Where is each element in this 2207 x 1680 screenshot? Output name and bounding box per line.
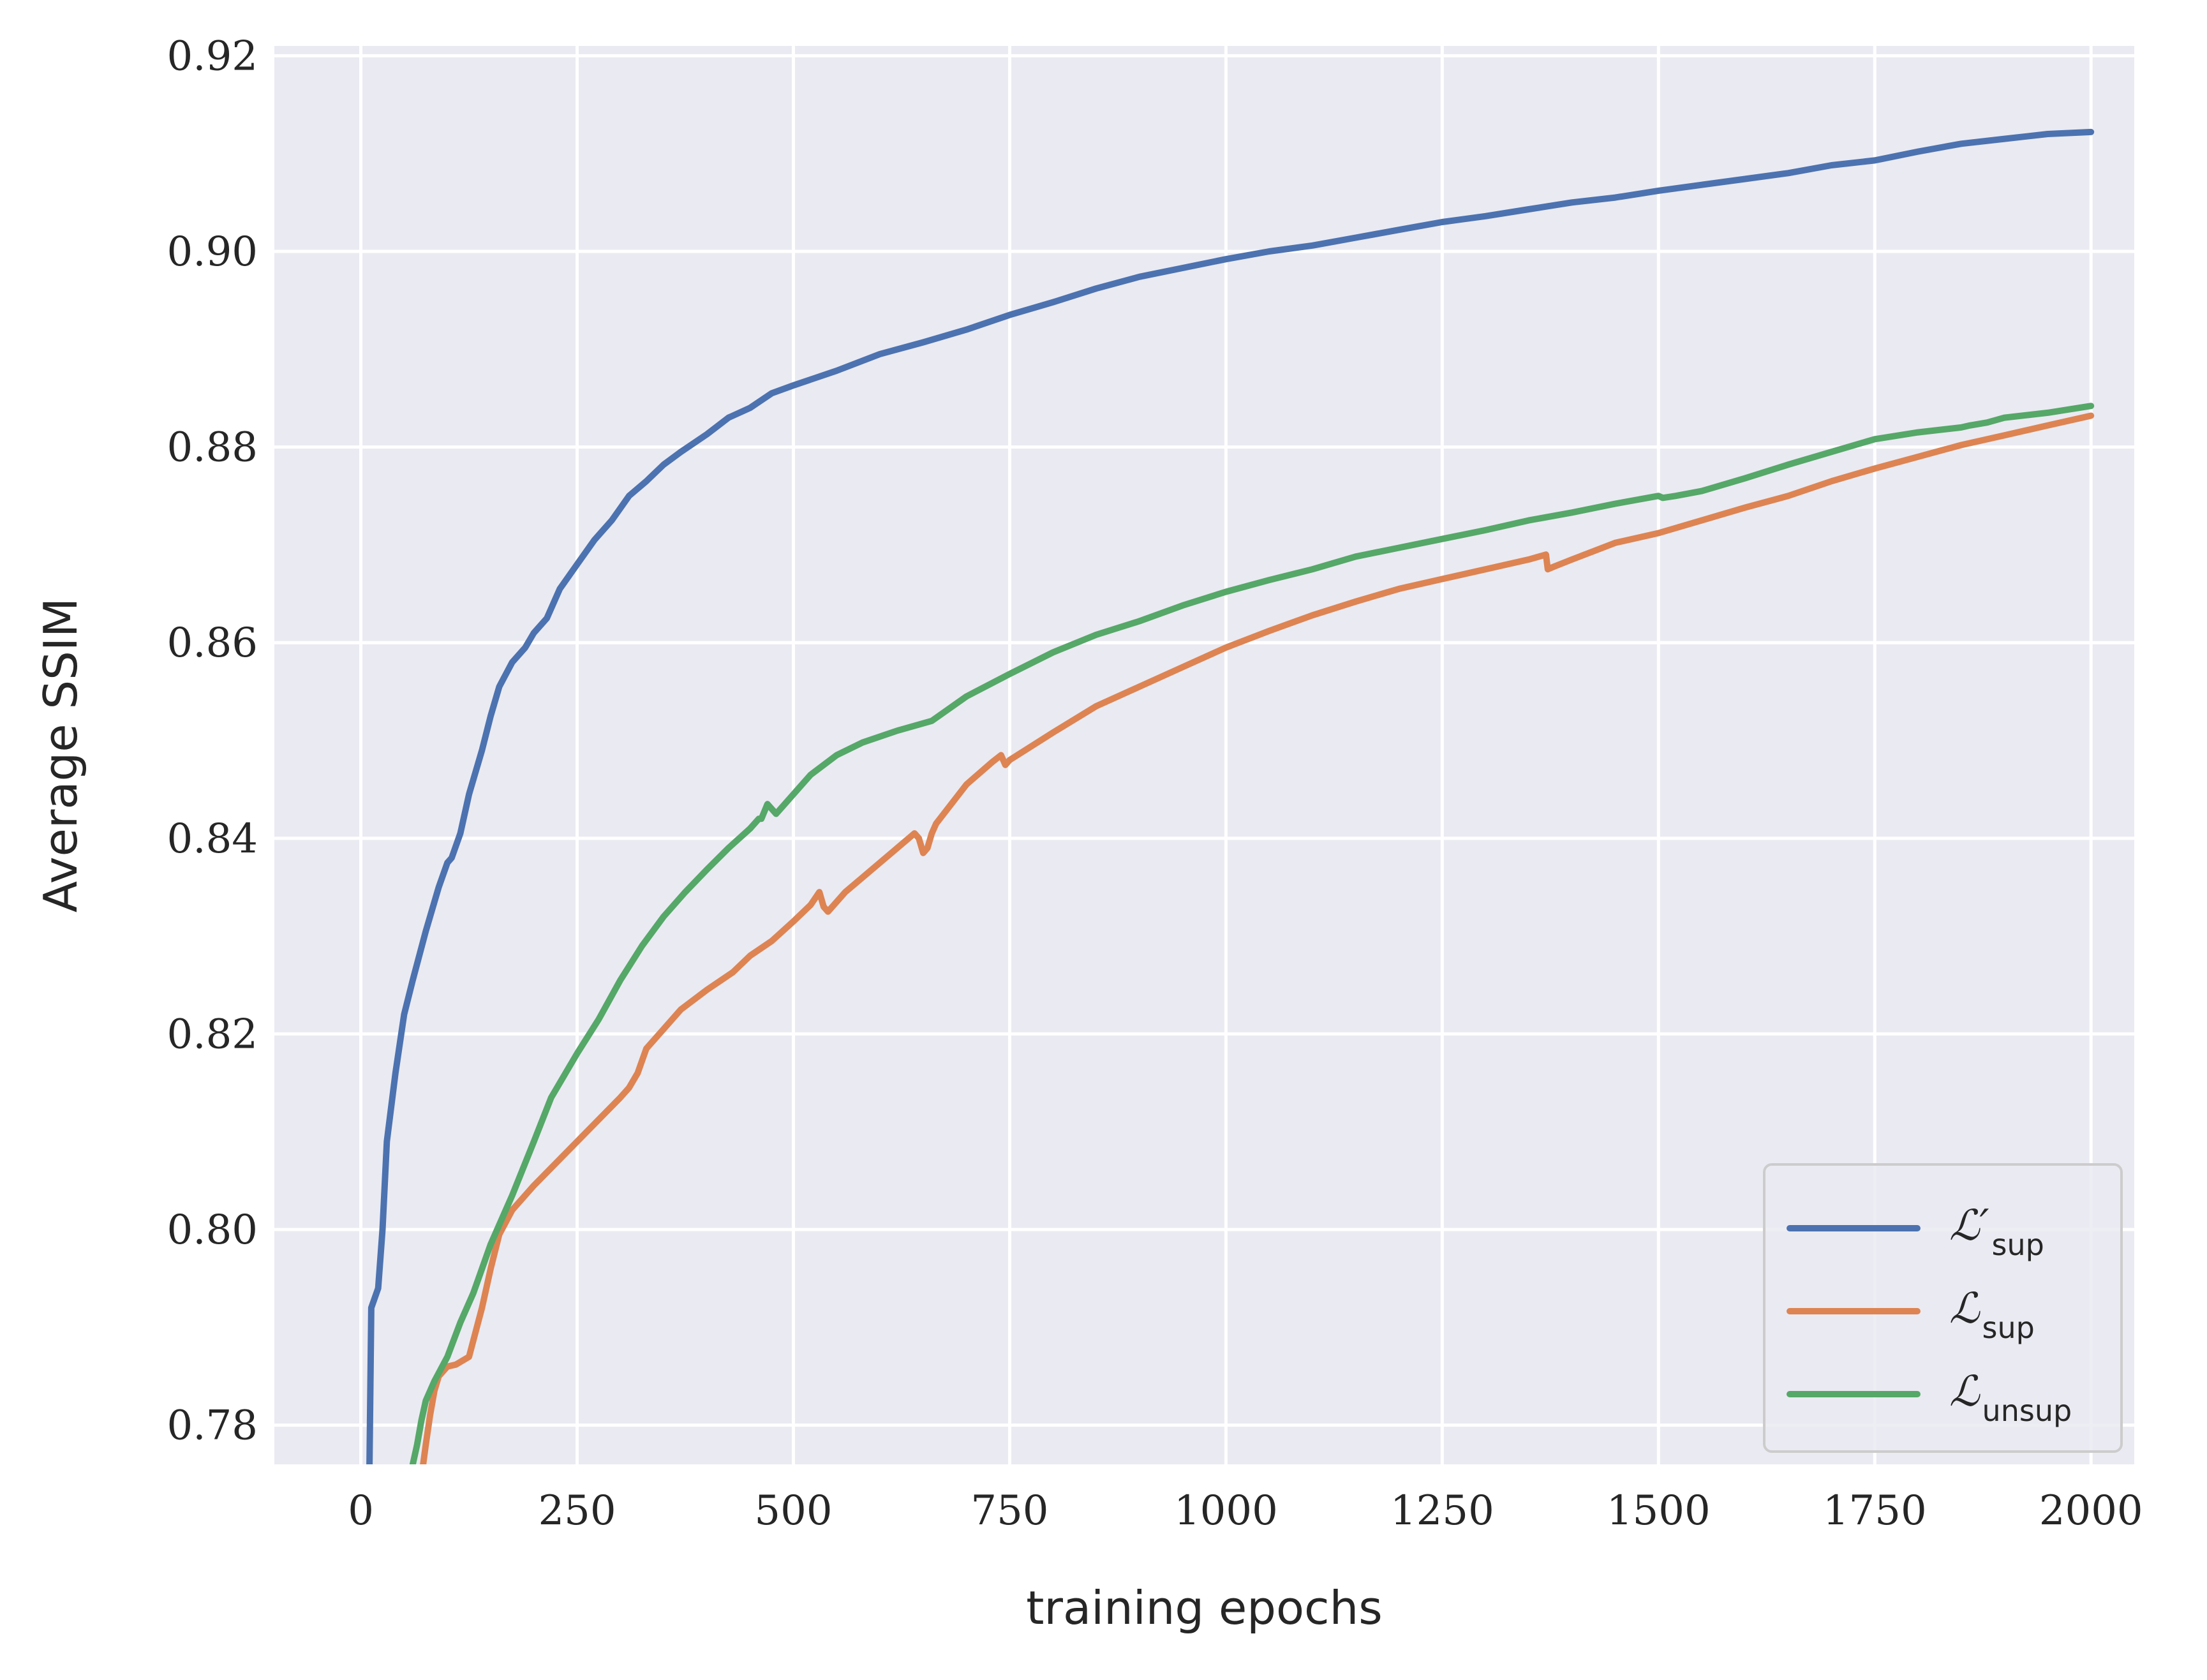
x-tick-label: 1750 xyxy=(1823,1487,1927,1535)
x-tick-label: 500 xyxy=(754,1487,832,1535)
legend-box xyxy=(1763,1163,2123,1453)
y-tick-label: 0.90 xyxy=(167,228,258,276)
x-tick-label: 750 xyxy=(970,1487,1048,1535)
legend-label-main: ℒ xyxy=(1949,1284,1980,1333)
y-tick-label: 0.78 xyxy=(167,1402,258,1450)
y-tick-label: 0.88 xyxy=(167,424,258,472)
legend-label-2: ℒsup xyxy=(1949,1284,2035,1345)
x-tick-label: 1500 xyxy=(1607,1487,1711,1535)
series-line-3 xyxy=(409,403,2095,1464)
x-tick-label: 1000 xyxy=(1174,1487,1278,1535)
x-axis-label: training epochs xyxy=(1026,1581,1383,1635)
x-tick-label: 0 xyxy=(348,1487,374,1535)
legend-label-main: ℒ′ xyxy=(1949,1201,1989,1250)
legend-label-3: ℒunsup xyxy=(1949,1367,2072,1428)
legend-label-sub: sup xyxy=(1992,1228,2044,1262)
series-line-1 xyxy=(366,128,2095,1464)
series-line-2 xyxy=(420,412,2095,1464)
y-axis-ticks: 0.78 0.80 0.82 0.84 0.86 0.88 0.90 0.92 xyxy=(167,33,258,1449)
y-tick-label: 0.80 xyxy=(167,1207,258,1254)
y-axis-label: Average SSIM xyxy=(34,598,87,912)
legend-label-sub: sup xyxy=(1982,1311,2035,1345)
legend-label-main: ℒ xyxy=(1949,1367,1980,1416)
x-tick-label: 250 xyxy=(538,1487,616,1535)
x-tick-label: 1250 xyxy=(1390,1487,1494,1535)
legend-label-1: ℒ′sup xyxy=(1949,1201,2044,1262)
y-tick-label: 0.84 xyxy=(167,815,258,863)
x-axis-ticks: 0 250 500 750 1000 1250 1500 1750 2000 xyxy=(348,1487,2143,1535)
legend-label-sub: unsup xyxy=(1982,1394,2072,1428)
y-tick-label: 0.86 xyxy=(167,620,258,667)
y-tick-label: 0.82 xyxy=(167,1011,258,1058)
x-tick-label: 2000 xyxy=(2039,1487,2143,1535)
series-lines xyxy=(366,128,2095,1464)
y-tick-label: 0.92 xyxy=(167,33,258,80)
